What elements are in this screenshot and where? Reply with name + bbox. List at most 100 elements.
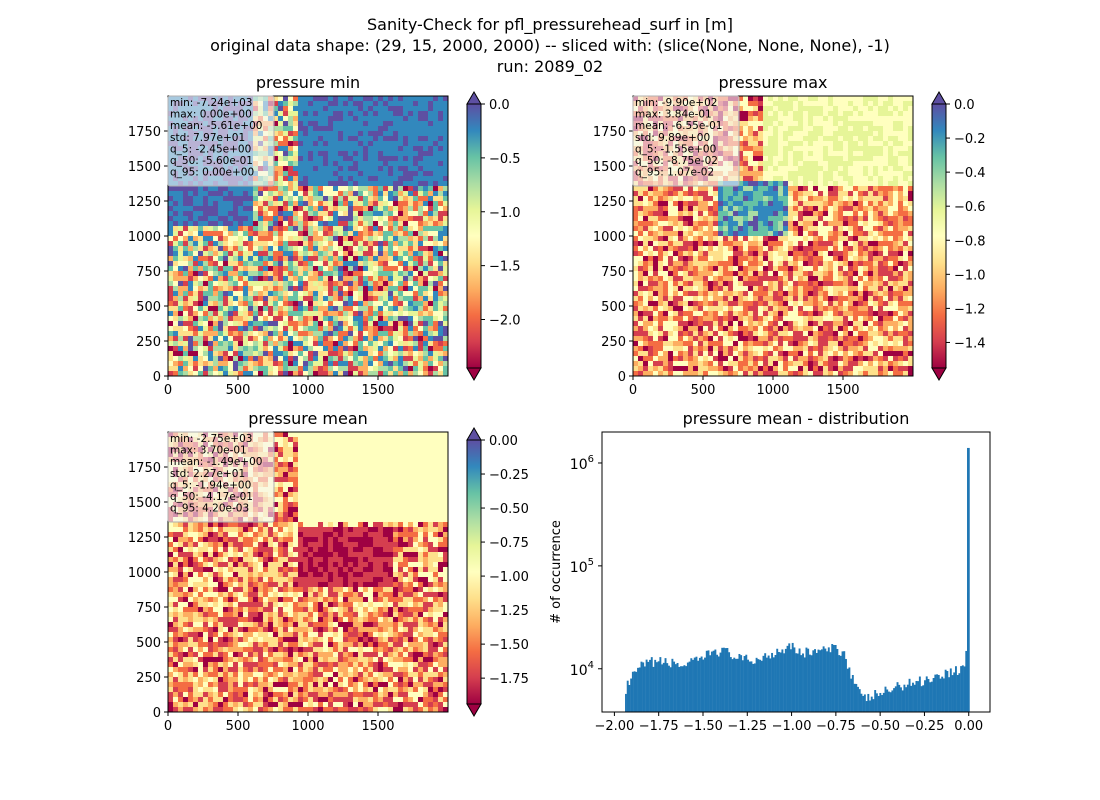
histogram-bar — [657, 661, 660, 712]
histogram-bar — [862, 695, 865, 712]
histogram-bar — [786, 645, 789, 712]
colorbar-arrow-top — [466, 427, 482, 441]
histogram-bar — [760, 660, 763, 712]
histogram-bar — [781, 649, 784, 712]
histogram-bar — [712, 650, 715, 712]
colorbar-tick-label: −0.2 — [954, 132, 986, 147]
stat-line: mean: -6.55e-01 — [635, 120, 722, 132]
histogram-bar — [939, 678, 942, 712]
colorbar-gradient — [466, 439, 482, 705]
histogram-bar — [917, 681, 920, 712]
histogram-bar — [832, 644, 835, 712]
histogram-panel: pressure mean - distribution # of occurre… — [549, 409, 991, 734]
histogram-bar — [803, 657, 806, 712]
x-tick-label: 0 — [164, 383, 172, 398]
y-tick-label: 250 — [601, 335, 626, 350]
histogram-bar — [795, 653, 798, 712]
x-tick-label: −0.25 — [905, 719, 945, 734]
histogram-bar — [881, 695, 884, 712]
histogram-bar — [707, 650, 710, 712]
histogram-bar — [705, 650, 708, 712]
histogram-bar — [963, 666, 966, 712]
y-tick-label: 1750 — [593, 125, 626, 140]
histogram-bar — [642, 662, 645, 712]
colorbar-arrow-top — [466, 91, 482, 105]
x-tick-label: −1.25 — [727, 719, 767, 734]
x-tick-label: 1500 — [826, 383, 859, 398]
y-tick-label: 1250 — [128, 531, 161, 546]
x-tick-label: 500 — [226, 383, 251, 398]
map-panel-2: pressure max 0 500 1000 1500 0 250 500 750 1000 12… — [593, 73, 986, 398]
colorbar-tick-label: −0.8 — [954, 234, 986, 249]
histogram-bar — [805, 647, 808, 712]
histogram-bar — [798, 648, 801, 712]
histogram-bar — [927, 678, 930, 712]
y-tick-label: 0 — [618, 370, 626, 385]
stat-line: std: 9.89e+00 — [635, 132, 710, 144]
histogram-bar — [896, 682, 899, 712]
histogram-bar — [774, 655, 777, 712]
histogram-bar — [666, 663, 669, 712]
y-tick-label: 1250 — [128, 195, 161, 210]
stat-line: min: -9.90e+02 — [635, 97, 717, 109]
histogram-bar — [638, 667, 641, 712]
histogram-bar — [850, 678, 853, 712]
histogram-bar — [628, 685, 631, 712]
histogram-bar — [704, 657, 706, 712]
histogram-bar — [858, 689, 861, 712]
x-tick-label: 1000 — [291, 719, 324, 734]
x-tick-label: −0.50 — [860, 719, 900, 734]
colorbar-tick-label: −0.25 — [489, 468, 529, 483]
colorbar-arrow-bottom — [931, 367, 947, 381]
histogram-bar — [898, 684, 901, 712]
histogram-bar — [922, 685, 925, 712]
histogram-bar — [752, 663, 755, 712]
histogram-bar — [819, 650, 822, 712]
histogram-bar — [655, 662, 658, 712]
histogram-bar — [743, 656, 746, 712]
histogram-bar — [918, 676, 921, 712]
histogram-bar — [937, 674, 940, 712]
y-tick-label: 750 — [136, 601, 161, 616]
histogram-bar — [802, 653, 804, 712]
histogram-bar — [784, 648, 787, 712]
histogram-bar — [791, 642, 794, 712]
histogram-bar — [845, 658, 847, 712]
colorbar-tick-label: −0.50 — [489, 502, 529, 517]
histogram-bar — [846, 668, 849, 712]
histogram-bar — [661, 664, 664, 712]
histogram-bar — [848, 667, 851, 712]
figure-title-line-3: run: 2089_02 — [497, 57, 603, 77]
histogram-bar — [630, 678, 633, 712]
histogram-bar — [710, 651, 713, 712]
y-tick-label: 1500 — [128, 160, 161, 175]
histogram-bar — [733, 657, 736, 712]
histogram-bars — [625, 447, 970, 712]
histogram-bar — [765, 657, 768, 712]
histogram-bar — [714, 649, 717, 712]
histogram-bar — [702, 659, 705, 712]
colorbar-tick-label: −1.00 — [489, 570, 529, 585]
histogram-bar — [877, 695, 880, 712]
histogram-bar — [924, 680, 926, 712]
histogram-bar — [669, 667, 672, 712]
colorbar-tick-label: −0.6 — [954, 200, 986, 215]
histogram-bar — [731, 659, 734, 712]
histogram-bar — [872, 699, 875, 712]
x-tick-label: 1000 — [291, 383, 324, 398]
histogram-bar — [810, 655, 813, 712]
histogram-bar — [913, 684, 916, 712]
histogram-bar — [867, 693, 870, 712]
histogram-bar — [625, 693, 627, 712]
panel-title: pressure min — [256, 73, 360, 92]
histogram-bar — [808, 654, 811, 712]
histogram-bar — [912, 682, 914, 712]
x-tick-label: 0 — [164, 719, 172, 734]
histogram-bar — [736, 658, 739, 712]
histogram-bar — [929, 682, 932, 712]
histogram-bar — [650, 657, 653, 712]
histogram-bar — [793, 647, 796, 712]
histogram-bar — [887, 691, 890, 712]
y-tick-label: 105 — [570, 557, 594, 576]
y-tick-label: 1750 — [128, 125, 161, 140]
